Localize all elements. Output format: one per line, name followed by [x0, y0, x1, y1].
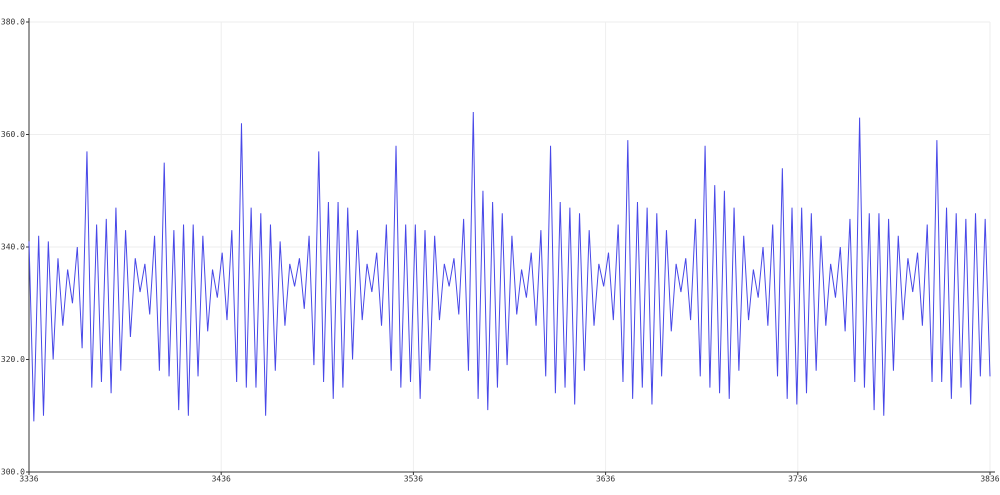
x-tick-label: 3436 — [212, 475, 231, 484]
x-tick-label: 3636 — [596, 475, 615, 484]
y-tick-label: 320.0 — [1, 355, 25, 364]
x-tick-label: 3336 — [19, 475, 38, 484]
x-tick-label: 3836 — [980, 475, 999, 484]
y-tick-label: 380.0 — [1, 18, 25, 27]
line-series — [28, 111, 991, 422]
x-tick-label: 3536 — [404, 475, 423, 484]
x-tick-label: 3736 — [788, 475, 807, 484]
y-tick-label: 340.0 — [1, 243, 25, 252]
y-tick-label: 300.0 — [1, 468, 25, 477]
y-tick-label: 360.0 — [1, 130, 25, 139]
